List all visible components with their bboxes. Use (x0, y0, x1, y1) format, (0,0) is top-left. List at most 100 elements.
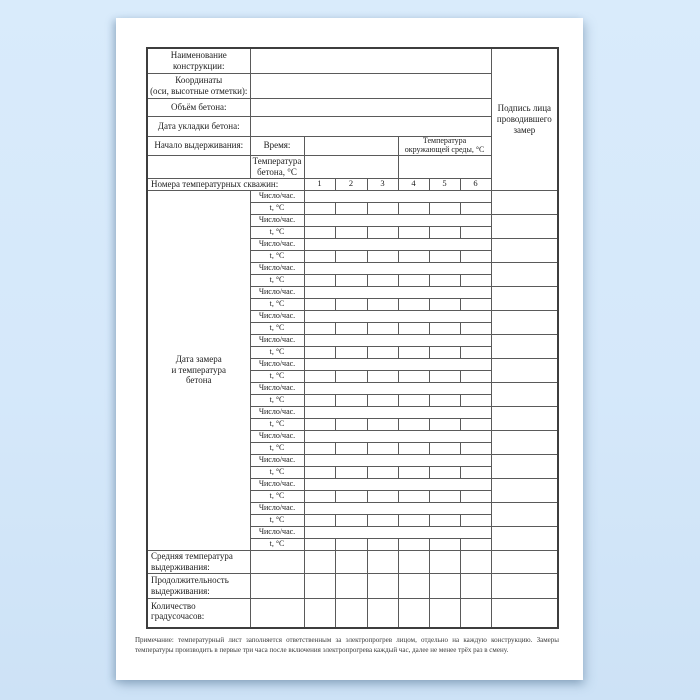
temp-value-cell (428, 441, 461, 455)
measurement-row-date: Число/час. (147, 309, 559, 335)
signature-cell (490, 213, 559, 239)
date-hour-value (303, 261, 492, 275)
date-hour-label: Число/час. (249, 333, 305, 347)
temp-value-cell (428, 225, 461, 239)
avg-temp-cell (303, 549, 336, 574)
signature-cell (490, 333, 559, 359)
temp-label: t, °С (249, 369, 305, 383)
degree-hours-cell (366, 597, 399, 629)
temp-label: t, °С (249, 393, 305, 407)
temp-value-cell (334, 393, 368, 407)
row-construction-name: Наименование конструкции: Подпись лица п… (146, 47, 559, 191)
date-hour-label: Число/час. (249, 285, 305, 299)
temp-value-cell (397, 465, 430, 479)
temp-label: t, °С (249, 321, 305, 335)
temp-value-cell (366, 417, 399, 431)
measurement-row-temp: t, °С (147, 201, 558, 215)
degree-hours-cell (428, 597, 461, 629)
signature-cell (490, 429, 559, 455)
signature-cell (490, 237, 559, 263)
curing-start-spacer (146, 154, 251, 179)
concrete-temp-value (303, 154, 399, 179)
measurement-row-date: Число/час. (147, 405, 559, 431)
signature-cell (490, 381, 559, 407)
temp-label: t, °С (249, 345, 305, 359)
measurement-rows: Дата замера и температура бетона Число/ча… (146, 189, 559, 551)
date-hour-value (303, 189, 492, 203)
degree-hours-cell (249, 597, 305, 629)
avg-temp-cell (459, 549, 492, 574)
measurement-row-temp: t, °С (147, 513, 558, 527)
signature-cell (490, 405, 559, 431)
temp-value-cell (366, 465, 399, 479)
temp-value-cell (459, 417, 492, 431)
temp-label: t, °С (249, 465, 305, 479)
construction-name-value (249, 47, 492, 74)
temp-value-cell (428, 393, 461, 407)
temp-value-cell (397, 393, 430, 407)
temp-value-cell (303, 513, 336, 527)
date-hour-label: Число/час. (249, 429, 305, 443)
well-column-4: 4 (397, 177, 430, 191)
temp-value-cell (366, 513, 399, 527)
temp-value-cell (303, 321, 336, 335)
temp-value-cell (303, 417, 336, 431)
concrete-volume-label: Объём бетона: (146, 97, 251, 117)
duration-cell (366, 572, 399, 599)
temp-value-cell (366, 273, 399, 287)
temp-value-cell (303, 345, 336, 359)
date-hour-value (303, 453, 492, 467)
date-hour-label: Число/час. (249, 261, 305, 275)
temp-value-cell (334, 441, 368, 455)
temp-value-cell (303, 297, 336, 311)
temperature-log-table: Наименование конструкции: Подпись лица п… (146, 47, 560, 629)
temp-label: t, °С (249, 489, 305, 503)
temp-value-cell (428, 201, 461, 215)
temp-value-cell (428, 369, 461, 383)
date-hour-label: Число/час. (249, 501, 305, 515)
temp-label: t, °С (249, 537, 305, 551)
well-column-6: 6 (459, 177, 492, 191)
degree-hours-cell (334, 597, 368, 629)
temp-value-cell (303, 465, 336, 479)
temp-value-cell (366, 201, 399, 215)
temp-value-cell (459, 489, 492, 503)
ambient-temp-value (397, 154, 492, 179)
temp-value-cell (459, 201, 492, 215)
avg-temp-cell (334, 549, 368, 574)
temp-label: t, °С (249, 249, 305, 263)
duration-cell (303, 572, 336, 599)
date-hour-label: Число/час. (249, 213, 305, 227)
temp-value-cell (397, 225, 430, 239)
date-hour-value (303, 501, 492, 515)
row-concrete-volume: Объём бетона: (146, 97, 558, 117)
placement-date-label: Дата укладки бетона: (146, 115, 251, 137)
signature-cell (490, 309, 559, 335)
signature-cell (490, 477, 559, 503)
time-label: Время: (249, 135, 305, 156)
temp-value-cell (303, 249, 336, 263)
signature-cell (490, 189, 559, 215)
temp-value-cell (397, 441, 430, 455)
curing-start-label: Начало выдерживания: (146, 135, 251, 156)
row-placement-date: Дата укладки бетона: (146, 115, 558, 137)
temp-value-cell (303, 225, 336, 239)
temp-value-cell (303, 537, 336, 551)
duration-cell (334, 572, 368, 599)
temp-value-cell (366, 321, 399, 335)
temp-value-cell (459, 345, 492, 359)
temp-value-cell (334, 537, 368, 551)
duration-cell (428, 572, 461, 599)
avg-temp-cell (397, 549, 430, 574)
duration-cell (249, 572, 305, 599)
temp-value-cell (397, 513, 430, 527)
temp-value-cell (397, 273, 430, 287)
measurement-row-date: Число/час. (147, 453, 559, 479)
avg-temp-cell (249, 549, 305, 574)
measurement-row-temp: t, °С (147, 393, 558, 407)
well-column-2: 2 (334, 177, 368, 191)
measurement-row-date: Число/час. (147, 381, 559, 407)
temp-value-cell (334, 297, 368, 311)
temp-value-cell (334, 249, 368, 263)
